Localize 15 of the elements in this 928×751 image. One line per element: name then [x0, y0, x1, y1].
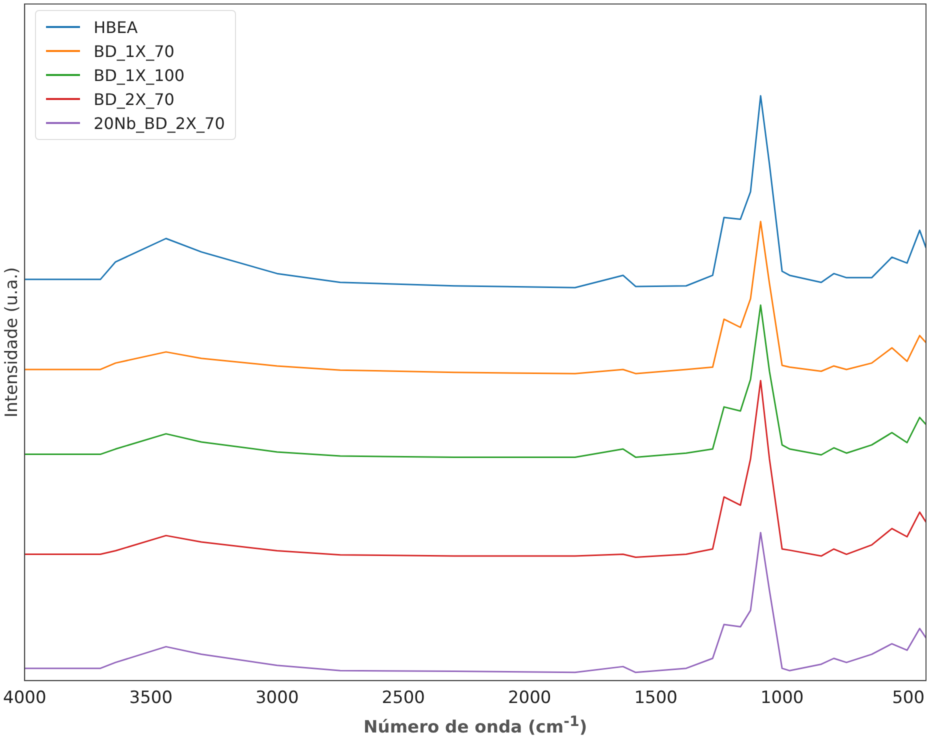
x-axis-title: Número de onda (cm$^{-1}$): [362, 714, 588, 738]
legend-label: BD_1X_70: [94, 42, 174, 60]
legend-label: BD_2X_70: [94, 90, 174, 108]
x-tick-label: 3500: [129, 688, 173, 708]
x-tick-label: 1000: [760, 688, 804, 708]
legend-label: BD_1X_100: [94, 66, 185, 84]
x-tick-label: 500: [892, 688, 925, 708]
x-tick-label: 1500: [634, 688, 678, 708]
x-tick-label: 2500: [382, 688, 425, 708]
y-axis-title: Intensidade (u.a.): [2, 267, 22, 418]
x-tick-label: 2000: [508, 688, 552, 708]
legend-label: 20Nb_BD_2X_70: [94, 114, 225, 132]
x-tick-label: 3000: [255, 688, 299, 708]
x-tick-label: 4000: [3, 688, 46, 708]
legend-label: HBEA: [94, 18, 138, 36]
